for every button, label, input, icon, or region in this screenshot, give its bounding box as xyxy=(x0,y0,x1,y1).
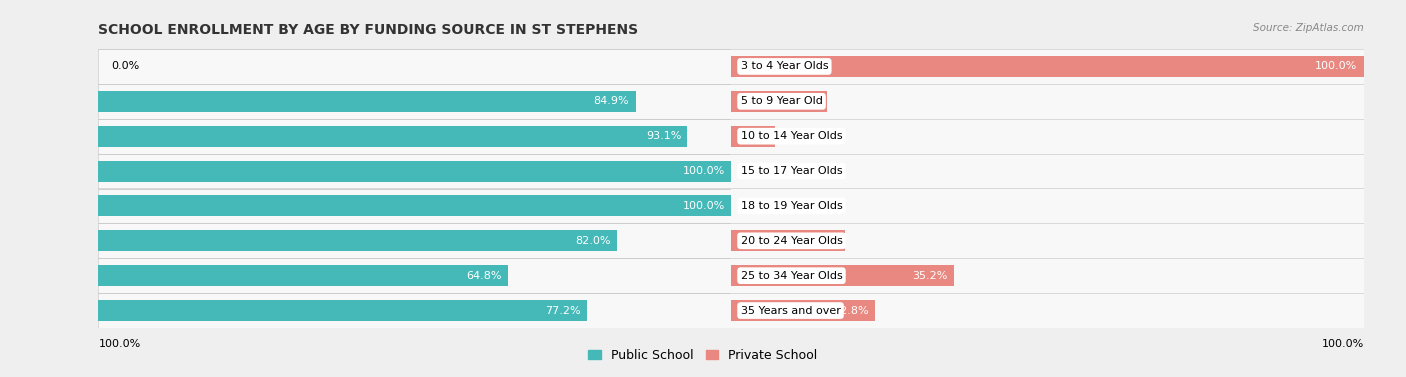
Bar xyxy=(731,188,1364,223)
Bar xyxy=(731,49,1364,84)
Text: 100.0%: 100.0% xyxy=(98,339,141,349)
Text: 0.0%: 0.0% xyxy=(744,201,772,211)
Bar xyxy=(98,49,731,84)
Bar xyxy=(731,230,845,251)
Bar xyxy=(98,49,731,84)
Bar xyxy=(731,258,1364,293)
Legend: Public School, Private School: Public School, Private School xyxy=(583,344,823,367)
Text: 20 to 24 Year Olds: 20 to 24 Year Olds xyxy=(741,236,842,246)
Text: 77.2%: 77.2% xyxy=(546,305,581,316)
Bar xyxy=(98,258,731,293)
Bar xyxy=(98,126,688,147)
Bar xyxy=(98,223,731,258)
Bar xyxy=(98,293,731,328)
Bar xyxy=(731,84,1364,119)
Bar xyxy=(98,84,731,119)
Bar xyxy=(98,91,636,112)
Bar xyxy=(731,265,953,286)
Text: 15.2%: 15.2% xyxy=(786,96,821,106)
Text: 3 to 4 Year Olds: 3 to 4 Year Olds xyxy=(741,61,828,72)
Bar xyxy=(98,293,731,328)
Bar xyxy=(98,154,731,188)
Text: 100.0%: 100.0% xyxy=(1322,339,1364,349)
Text: 18.0%: 18.0% xyxy=(803,236,838,246)
Bar xyxy=(98,161,731,181)
Text: 5 to 9 Year Old: 5 to 9 Year Old xyxy=(741,96,823,106)
Bar xyxy=(98,265,509,286)
Text: 0.0%: 0.0% xyxy=(111,61,139,72)
Bar xyxy=(98,84,731,119)
Bar xyxy=(98,195,731,216)
Bar xyxy=(731,300,876,321)
Text: 93.1%: 93.1% xyxy=(645,131,681,141)
Bar xyxy=(98,119,731,154)
Text: 10 to 14 Year Olds: 10 to 14 Year Olds xyxy=(741,131,842,141)
Text: 0.0%: 0.0% xyxy=(744,166,772,176)
Text: SCHOOL ENROLLMENT BY AGE BY FUNDING SOURCE IN ST STEPHENS: SCHOOL ENROLLMENT BY AGE BY FUNDING SOUR… xyxy=(98,23,638,37)
Bar xyxy=(731,91,827,112)
Text: 35.2%: 35.2% xyxy=(912,271,948,281)
Text: 100.0%: 100.0% xyxy=(1315,61,1358,72)
Bar xyxy=(731,154,1364,188)
Bar xyxy=(98,119,731,154)
Bar xyxy=(98,223,731,258)
Bar xyxy=(731,293,1364,328)
Text: 35 Years and over: 35 Years and over xyxy=(741,305,841,316)
Text: 25 to 34 Year Olds: 25 to 34 Year Olds xyxy=(741,271,842,281)
Bar xyxy=(98,230,617,251)
Bar xyxy=(731,56,1364,77)
Text: Source: ZipAtlas.com: Source: ZipAtlas.com xyxy=(1253,23,1364,33)
Text: 100.0%: 100.0% xyxy=(682,201,725,211)
Text: 15 to 17 Year Olds: 15 to 17 Year Olds xyxy=(741,166,842,176)
Bar xyxy=(731,126,775,147)
Bar xyxy=(98,188,731,223)
Text: 84.9%: 84.9% xyxy=(593,96,630,106)
Text: 22.8%: 22.8% xyxy=(834,305,869,316)
Bar xyxy=(731,223,1364,258)
Bar xyxy=(98,258,731,293)
Text: 18 to 19 Year Olds: 18 to 19 Year Olds xyxy=(741,201,842,211)
Bar xyxy=(98,300,586,321)
Text: 100.0%: 100.0% xyxy=(682,166,725,176)
Text: 82.0%: 82.0% xyxy=(575,236,612,246)
Bar xyxy=(98,154,731,188)
Text: 64.8%: 64.8% xyxy=(467,271,502,281)
Bar xyxy=(98,188,731,223)
Text: 6.9%: 6.9% xyxy=(785,131,813,141)
Bar xyxy=(731,119,1364,154)
